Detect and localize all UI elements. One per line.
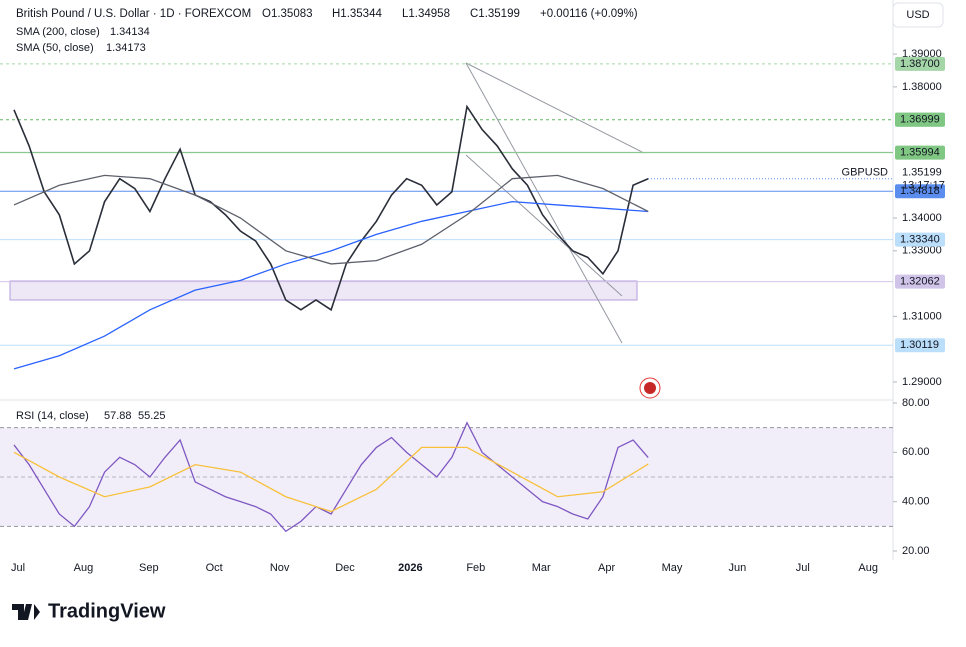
series-line: [13, 104, 649, 312]
channel-line: [465, 154, 623, 297]
y-tick-label: 20.00: [902, 545, 930, 557]
series-line: [13, 200, 649, 370]
y-tick-label: 1.31000: [902, 310, 942, 322]
last-price-label: 1.35199: [902, 167, 942, 179]
ohlc-open: O1.35083: [262, 8, 313, 20]
logo-text: TradingView: [48, 600, 166, 622]
logo: TradingView: [12, 600, 166, 622]
y-tick-label: 1.33000: [902, 245, 942, 257]
level-label: 1.36999: [900, 114, 940, 126]
channel-line: [465, 62, 623, 344]
level-label: 1.35994: [900, 147, 940, 159]
legend-name: SMA (200, close): [16, 26, 100, 38]
y-tick-label: 80.00: [902, 397, 930, 409]
x-tick-label: May: [662, 562, 683, 574]
legend-value: 1.34134: [110, 26, 150, 38]
x-tick-label: 2026: [398, 562, 422, 574]
x-tick-label: Oct: [206, 562, 223, 574]
channel-line: [465, 62, 645, 154]
level-label: 1.33340: [900, 234, 940, 246]
x-tick-label: Jul: [11, 562, 25, 574]
flag-icon: [639, 377, 661, 399]
level-label-box: [895, 56, 945, 71]
x-tick-label: Aug: [858, 562, 878, 574]
x-tick-label: Aug: [74, 562, 94, 574]
level-label: 1.38700: [900, 58, 940, 70]
x-tick-label: Nov: [270, 562, 290, 574]
series-line: [13, 421, 649, 533]
legend-value: 57.88: [104, 410, 132, 422]
level-label-box: [895, 274, 945, 289]
level-label-box: [895, 184, 945, 199]
last-price-countdown: 13:17:17: [902, 180, 945, 192]
x-tick-label: Feb: [466, 562, 485, 574]
x-tick-label: Apr: [598, 562, 615, 574]
legend-name: SMA (50, close): [16, 42, 94, 54]
ohlc-close: C1.35199: [470, 8, 520, 20]
series-line: [13, 446, 649, 513]
ohlc-high: H1.35344: [332, 8, 382, 20]
y-tick-label: 40.00: [902, 496, 930, 508]
level-label-box: [895, 145, 945, 160]
x-tick-label: Jul: [796, 562, 810, 574]
currency-label: USD: [906, 9, 929, 21]
symbol-title: British Pound / U.S. Dollar · 1D · FOREX…: [16, 8, 251, 20]
legend-value: 55.25: [138, 410, 166, 422]
level-label-box: [895, 338, 945, 353]
support-zone: [9, 280, 638, 301]
symbol-label: GBPUSD: [842, 167, 889, 179]
ohlc-change: +0.00116 (+0.09%): [540, 8, 638, 20]
y-tick-label: 60.00: [902, 446, 930, 458]
legend-value: 1.34173: [106, 42, 146, 54]
x-tick-label: Dec: [335, 562, 355, 574]
pane-title: RSI (14, close): [16, 410, 89, 422]
level-label-box: [895, 232, 945, 247]
level-label: 1.32062: [900, 275, 940, 287]
x-tick-label: Sep: [139, 562, 159, 574]
ohlc-low: L1.34958: [402, 8, 450, 20]
x-tick-label: Jun: [729, 562, 747, 574]
x-tick-label: Mar: [532, 562, 551, 574]
y-tick-label: 1.38000: [902, 81, 942, 93]
level-label: 1.30119: [900, 339, 939, 351]
level-label-box: [895, 112, 945, 127]
y-tick-label: 1.34000: [902, 212, 942, 224]
y-tick-label: 1.29000: [902, 376, 942, 388]
series-line: [13, 174, 649, 265]
level-label: 1.34818: [900, 185, 940, 197]
